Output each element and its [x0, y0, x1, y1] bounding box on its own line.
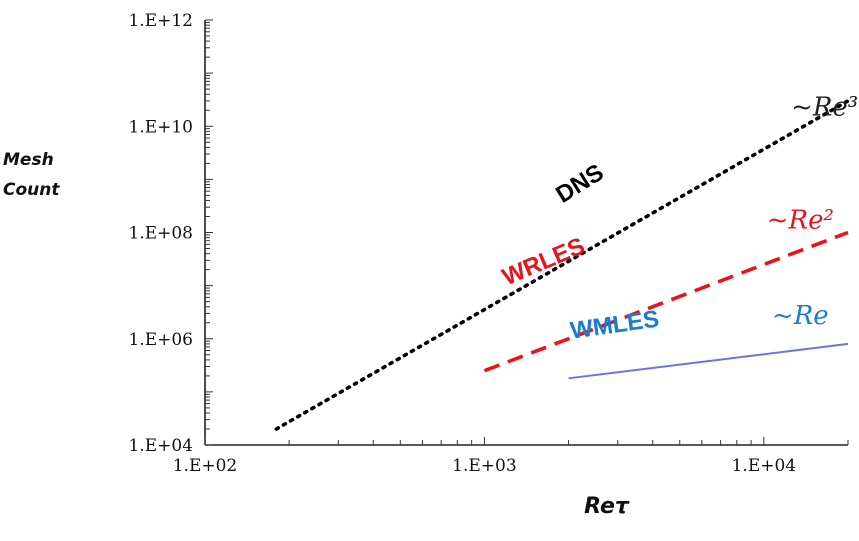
y-tick-label: 1.E+12 — [128, 11, 193, 31]
y-tick-label: 1.E+10 — [128, 117, 193, 137]
scaling-label-wmles: ~Re — [772, 301, 829, 331]
scaling-label-dns: ~Re³ — [791, 92, 858, 122]
y-axis-title-line: Count — [3, 180, 60, 200]
x-tick-label: 1.E+03 — [452, 456, 517, 476]
y-tick-label: 1.E+06 — [128, 330, 193, 350]
y-tick-label: 1.E+08 — [128, 224, 193, 244]
x-tick-label: 1.E+04 — [732, 456, 797, 476]
series-line-wmles — [568, 342, 849, 380]
axes: 1.E+02 1.E+03 1.E+04 1.E+04 1.E+06 1.E+08 1.E+… — [3, 11, 849, 519]
series-layer — [274, 99, 850, 431]
x-tick-label: 1.E+02 — [173, 456, 238, 476]
series-line-wrles — [483, 230, 849, 373]
series-label-dns: DNS — [551, 159, 608, 209]
series-label-wrles: WRLES — [498, 232, 588, 291]
y-tick-label: 1.E+04 — [128, 436, 193, 456]
labels-layer: DNS ~Re³ WRLES ~Re² WMLES ~Re — [498, 92, 858, 344]
y-axis-title-line: Mesh — [3, 150, 54, 170]
x-axis-title: Reτ — [584, 494, 630, 519]
series-label-wmles: WMLES — [569, 306, 661, 345]
scaling-label-wrles: ~Re² — [767, 205, 834, 235]
series-line-dns — [274, 99, 850, 431]
